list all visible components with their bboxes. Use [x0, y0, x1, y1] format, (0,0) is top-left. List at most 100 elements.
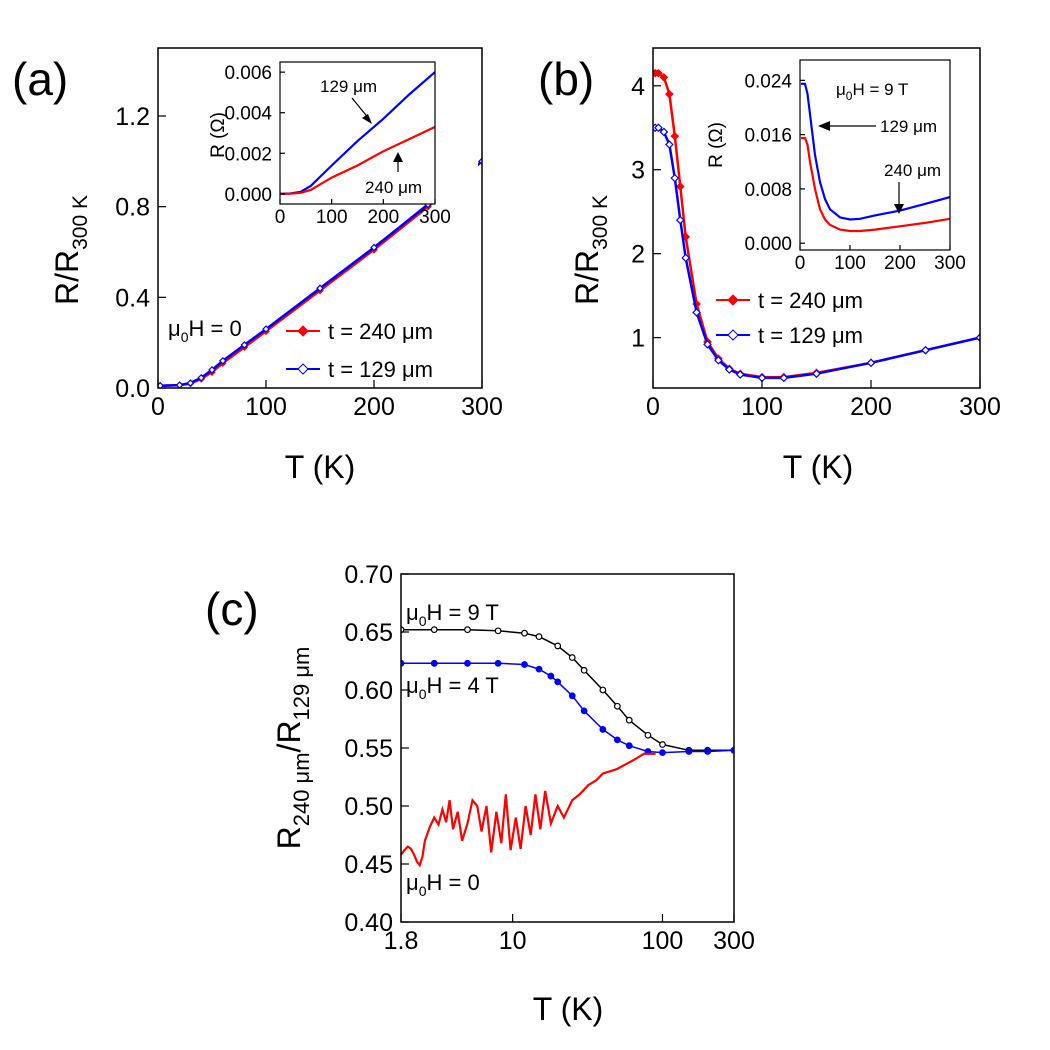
panel-c-xtick-label-2: 100	[642, 927, 684, 955]
panel-b-series-1-point-1	[654, 123, 663, 133]
panel-a-label: (a)	[12, 53, 68, 105]
panel-a-ytick-label-1: 0.4	[115, 284, 150, 312]
panel-c-series-1-point-15	[685, 748, 693, 755]
panel-b-series-1-point-17	[975, 333, 980, 342]
panel-c-ylabel: R240 μm/R129 μm	[271, 647, 314, 850]
panel-a-legend: t = 240 μm t = 129 μm	[286, 319, 433, 382]
legend-b-label-129: t = 129 μm	[758, 323, 863, 348]
panel-a-series-1-point-1	[175, 381, 184, 388]
panel-c-series-1-point-12	[625, 742, 633, 750]
inset-b-ytick-label-1: 0.008	[744, 180, 792, 201]
inset-a-plot	[280, 71, 435, 195]
panel-a-ytick-label-3: 1.2	[115, 103, 150, 131]
panel-c-ytick-label-0: 0.40	[344, 909, 393, 937]
legend-b-label-240: t = 240 μm	[758, 288, 863, 313]
panel-c-label-4T: μ0H = 4 T	[406, 673, 499, 702]
panel-b-inset: 0 100 200 300 0.000 0.008 0.016 0.024 R (Ω) μ0H…	[700, 59, 966, 274]
panel-c-ytick-label-2: 0.50	[344, 793, 393, 821]
panel-b-frame	[652, 47, 981, 389]
panel-b-ytick-label-2: 3	[631, 157, 645, 185]
panel-a-inset: 0 100 200 300 0.000 0.002 0.004 0.006 R (Ω) 129…	[208, 61, 478, 228]
panel-b-series-1-point-13	[779, 373, 789, 383]
panel-b-series-1-point-7	[692, 308, 701, 317]
panel-a-series-1-point-3	[197, 373, 206, 382]
panel-a-series-1-point-5	[218, 356, 227, 365]
panel-a-frame	[157, 47, 483, 389]
panel-b-ytick-label-1: 2	[631, 241, 645, 269]
panel-c-series-1-point-11	[613, 736, 621, 744]
panel-c-series-0-point-1	[430, 626, 438, 634]
panel-c-plot	[401, 626, 734, 868]
panel-c-ytick-label-5: 0.65	[344, 619, 393, 647]
panel-a-ylabel-sub: 300 K	[69, 195, 92, 250]
panel-a-series-1-point-8	[316, 284, 324, 293]
panel-b-series-1-point-10	[724, 365, 734, 374]
panel-c-series-1-point-8	[568, 692, 576, 700]
inset-b-xtick-label-2: 200	[884, 253, 916, 274]
panel-b-series-0-point-3	[665, 89, 674, 99]
panel-a-series-1-point-9	[370, 243, 378, 252]
panel-a-xtick-label-0: 0	[151, 393, 165, 421]
panel-b-series-1-point-5	[675, 215, 685, 225]
panel-b-series-1-point-6	[681, 253, 691, 263]
legend-a-label-129: t = 129 μm	[328, 357, 433, 382]
inset-b-xtick-label-1: 100	[834, 253, 866, 274]
panel-c-series-0-point-10	[613, 702, 621, 710]
panel-c-label-9T: μ0H = 9 T	[406, 600, 499, 629]
panel-c: (c) 1.8 10 100 300 0.40 0.45 0.50 0.55 0.60 0.65 0…	[205, 561, 755, 1027]
panel-c-label: (c)	[205, 583, 259, 635]
inset-b-ylabel: R (Ω)	[706, 122, 727, 168]
panel-c-series-1-point-4	[521, 661, 528, 668]
panel-a-ylabel-main: R/R	[49, 250, 85, 305]
inset-a-label-129: 129 μm	[320, 77, 377, 96]
inset-a-ytick-label-1: 0.002	[224, 144, 272, 165]
inset-a-ticks: 0 100 200 300 0.000 0.002 0.004 0.006	[224, 63, 450, 228]
panel-a-xtick-label-2: 200	[353, 393, 395, 421]
inset-a-arrowhead-240	[393, 152, 403, 162]
panel-c-label-0: μ0H = 0	[406, 870, 480, 899]
panel-a-series-1-point-7	[262, 325, 270, 333]
panel-a-ticks: 0 100 200 300 0.0 0.4 0.8 1.2	[115, 103, 503, 421]
panel-c-series-0-point-4	[521, 629, 528, 637]
inset-b-plot	[801, 82, 950, 233]
inset-a-series-1	[280, 125, 435, 195]
inset-a-arrowhead-129	[362, 114, 372, 124]
panel-a: (a) 0 100 200 300 0.0 0.4 0.8 1.2 T (K) R/R300 …	[12, 47, 503, 485]
panel-c-series-1-point-7	[554, 678, 562, 686]
panel-a-plot	[158, 157, 482, 388]
panel-b-series-1-point-4	[670, 173, 680, 183]
panel-b-xtick-label-2: 200	[850, 393, 892, 421]
panel-b-legend: t = 240 μm t = 129 μm	[716, 288, 863, 348]
panel-b-ytick-label-0: 1	[631, 325, 645, 353]
panel-b-ytick-label-3: 4	[631, 73, 645, 101]
panel-a-ylabel: R/R300 K	[49, 195, 92, 305]
panel-b-xtick-label-0: 0	[646, 393, 660, 421]
panel-c-xtick-label-0: 1.8	[384, 927, 419, 955]
inset-a-frame	[279, 61, 436, 205]
panel-a-series-1-point-2	[186, 379, 195, 387]
inset-a-xtick-label-3: 300	[419, 207, 451, 228]
inset-a-ytick-label-3: 0.006	[224, 63, 272, 84]
panel-b-label: (b)	[538, 53, 594, 105]
panel-b-series-1-point-14	[812, 369, 821, 379]
panel-b: (b) 0 100 200 300 1 2 3 4 T (K) R/R300 K t = 24…	[538, 47, 1001, 485]
panel-a-ytick-label-2: 0.8	[115, 194, 150, 222]
panel-b-series-0-point-4	[670, 131, 680, 141]
panel-c-series-2	[401, 752, 656, 868]
inset-a-xtick-label-1: 100	[316, 207, 348, 228]
inset-a-ytick-label-0: 0.000	[224, 185, 272, 206]
inset-b-ticks: 0 100 200 300 0.000 0.008 0.016 0.024	[744, 71, 965, 274]
panel-c-series-1-point-9	[580, 707, 588, 715]
panel-c-series-1-point-5	[535, 665, 543, 673]
panel-b-series-1-point-16	[921, 345, 930, 355]
panel-a-xtick-label-1: 100	[245, 393, 287, 421]
inset-a-ylabel: R (Ω)	[208, 112, 229, 158]
panel-c-ytick-label-1: 0.45	[344, 851, 393, 879]
panel-b-series-0-point-5	[675, 182, 685, 191]
panel-a-xtick-label-3: 300	[461, 393, 503, 421]
legend-a-marker-129	[297, 363, 309, 375]
inset-b-xtick-label-3: 300	[934, 253, 966, 274]
inset-b-frame	[799, 59, 951, 251]
panel-c-series-0-point-2	[464, 626, 471, 634]
